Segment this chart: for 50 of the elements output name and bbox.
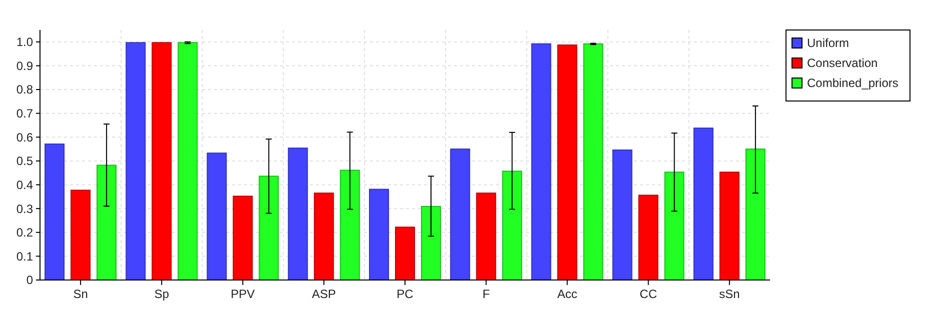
y-tick-label: 0 <box>26 273 34 288</box>
bar <box>232 196 253 280</box>
bar <box>340 170 360 280</box>
bar <box>258 176 279 280</box>
legend-label: Combined_priors <box>807 76 898 90</box>
x-tick-label: ASP <box>312 287 336 301</box>
y-tick-label: 0.8 <box>16 82 34 97</box>
y-tick-label: 0.9 <box>16 58 34 73</box>
bar <box>450 148 470 280</box>
bar <box>557 44 578 280</box>
bar <box>719 172 740 280</box>
legend-label: Uniform <box>807 36 850 50</box>
bar <box>126 42 146 280</box>
bar <box>638 194 658 280</box>
bar <box>612 150 632 280</box>
x-tick-label: PC <box>396 287 414 301</box>
bar <box>369 188 389 280</box>
y-tick-label: 1.0 <box>16 35 34 50</box>
bar <box>288 148 308 280</box>
bar <box>745 148 766 280</box>
bar <box>314 192 334 280</box>
bar <box>70 190 91 280</box>
bar <box>583 43 604 280</box>
bar <box>395 226 415 280</box>
bar <box>178 42 198 280</box>
y-tick-label: 0.2 <box>16 226 34 240</box>
y-tick-label: 0.5 <box>16 154 34 168</box>
bar <box>693 128 714 280</box>
x-tick-label: Acc <box>557 287 578 301</box>
bar <box>531 43 552 280</box>
y-tick-label: 0.3 <box>16 202 34 216</box>
x-tick-label: CC <box>640 287 658 301</box>
bar <box>421 206 441 280</box>
x-tick-label: F <box>482 287 490 301</box>
y-tick-label: 0.6 <box>16 130 34 144</box>
x-tick-label: Sn <box>73 287 88 301</box>
y-tick-label: 0.4 <box>16 178 34 192</box>
x-tick-label: sSn <box>719 287 740 301</box>
bar <box>44 144 65 280</box>
bar <box>502 170 522 280</box>
bar <box>476 192 496 280</box>
legend-label: Conservation <box>807 56 878 70</box>
y-tick-label: 0.7 <box>16 106 34 121</box>
x-tick-label: Sp <box>154 287 170 301</box>
y-tick-label: 0.1 <box>16 249 34 264</box>
x-tick-label: PPV <box>230 287 255 301</box>
bar <box>664 172 684 280</box>
bar <box>206 152 227 280</box>
bar <box>152 42 172 280</box>
bar <box>96 164 117 280</box>
